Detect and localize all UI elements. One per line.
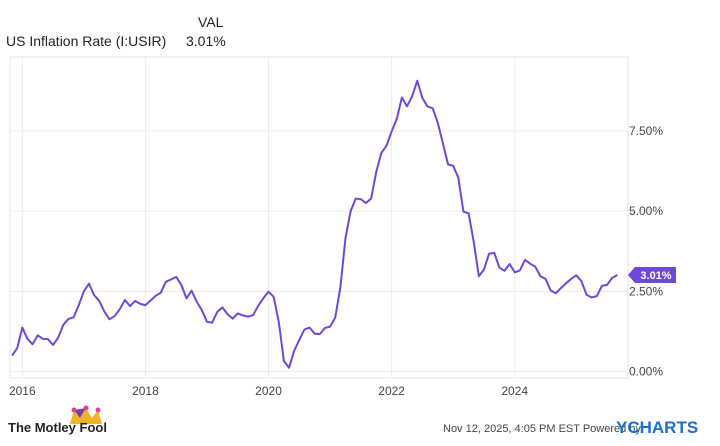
x-tick-label: 2022: [378, 384, 405, 398]
y-tick-label: 7.50%: [629, 124, 663, 138]
brand: The Motley Fool: [8, 420, 107, 435]
x-tick-label: 2016: [9, 384, 36, 398]
provider: YCHARTS: [616, 418, 698, 437]
column-header: VAL: [198, 14, 224, 30]
value-badge-label: 3.01%: [640, 270, 671, 282]
y-tick-label: 2.50%: [629, 284, 663, 298]
y-tick-label: 5.00%: [629, 204, 663, 218]
x-tick-label: 2018: [132, 384, 159, 398]
line: [11, 79, 618, 369]
x-tick-label: 2024: [501, 384, 528, 398]
x-tick-label: 2020: [255, 384, 282, 398]
y-tick-label: 0.00%: [629, 365, 663, 379]
legend-value: 3.01%: [186, 33, 226, 49]
plot-frame: [9, 56, 629, 379]
legend-label: US Inflation Rate (I:USIR): [6, 33, 166, 49]
logo: [70, 405, 102, 424]
timestamp: Nov 12, 2025, 4:05 PM EST Powered by: [443, 423, 641, 435]
value-badge: [628, 266, 676, 283]
